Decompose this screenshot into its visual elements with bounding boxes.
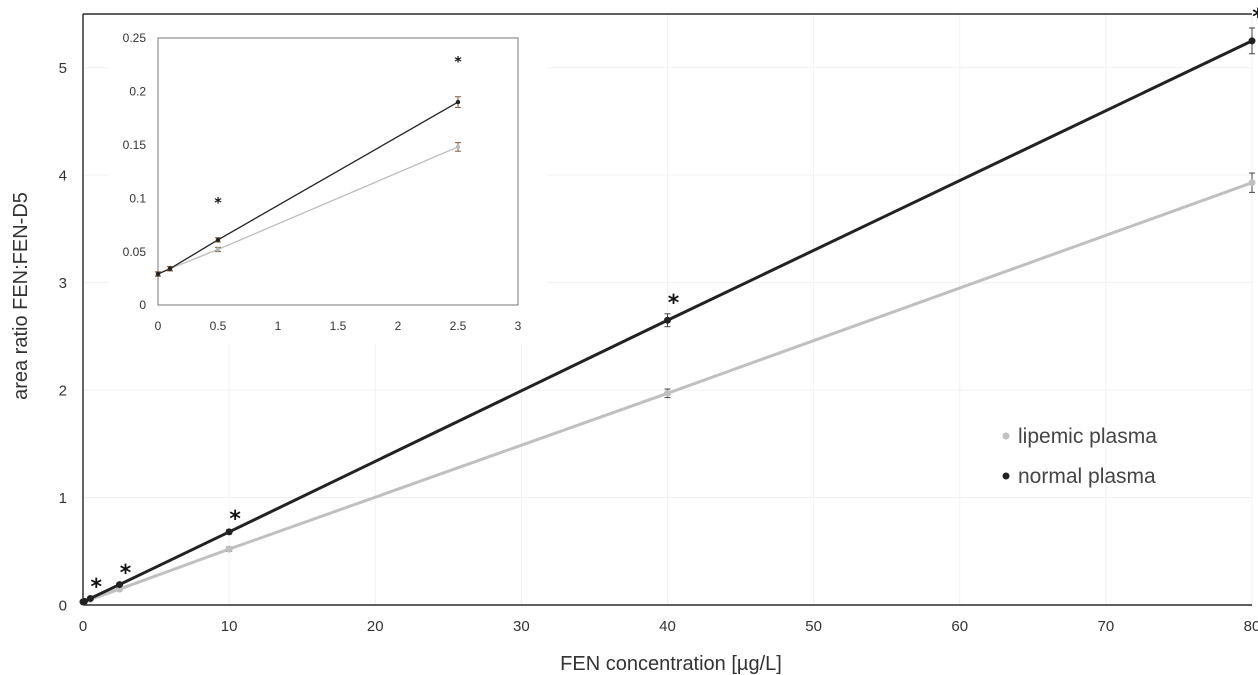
main-data-point (664, 389, 671, 397)
inset-panel (108, 14, 548, 344)
main-x-tick-label: 40 (659, 618, 676, 635)
legend-label-lipemic: lipemic plasma (1018, 425, 1157, 448)
inset-x-tick-label: 1 (275, 319, 282, 333)
inset-y-tick-label: 0.2 (129, 85, 146, 99)
inset-y-tick-label: 0.05 (123, 245, 147, 259)
inset-x-tick-label: 3 (515, 319, 522, 333)
inset-data-point (155, 271, 161, 277)
inset-y-tick-label: 0.15 (123, 138, 147, 152)
main-significance-star: * (229, 507, 241, 532)
main-data-point (664, 316, 671, 324)
main-x-tick-label: 80 (1244, 618, 1258, 635)
main-significance-marks: ***** (91, 5, 1258, 600)
main-y-tick-label: 1 (59, 490, 67, 507)
inset-x-tick-label: 2 (395, 319, 402, 333)
main-data-point (225, 545, 233, 553)
main-y-tick-label: 3 (59, 275, 67, 292)
inset-data-point (455, 144, 461, 150)
main-significance-star: * (91, 575, 103, 600)
inset-x-tick-label: 0.5 (210, 319, 227, 333)
legend-label-normal: normal plasma (1018, 465, 1156, 488)
inset-y-tick-label: 0.1 (129, 191, 146, 205)
main-significance-star: * (668, 291, 680, 316)
inset-frame (157, 37, 519, 306)
main-significance-star: * (1252, 5, 1258, 30)
inset-data-point (167, 266, 173, 271)
y-axis-title: area ratio FEN:FEN-D5 (10, 192, 32, 400)
main-axes (82, 13, 1252, 606)
inset-y-tick-label: 0 (139, 298, 146, 312)
inset-x-tick-label: 0 (155, 319, 162, 333)
main-x-tick-label: 10 (221, 618, 238, 635)
legend-marker-lipemic (1002, 432, 1010, 440)
main-x-tick-label: 60 (951, 618, 968, 635)
inset-y-tick-label: 0.25 (123, 31, 147, 45)
main-y-tick-label: 0 (59, 597, 67, 614)
inset-x-tick-label: 2.5 (450, 319, 467, 333)
inset-significance-star: * (454, 55, 462, 71)
legend: lipemic plasma normal plasma (1002, 425, 1157, 488)
inset-data-point (215, 237, 221, 243)
main-x-tick-label: 20 (367, 618, 384, 635)
inset-significance-marks: ** (214, 55, 462, 212)
main-y-tick-label: 4 (59, 167, 67, 184)
main-data-point (116, 581, 124, 589)
main-x-tick-label: 0 (79, 618, 87, 635)
main-y-tick-label: 2 (59, 382, 67, 399)
inset-series (155, 96, 461, 277)
main-x-tick-label: 30 (513, 618, 530, 635)
inset-axes (157, 37, 519, 306)
main-y-tick-label: 5 (59, 60, 67, 77)
main-series (79, 27, 1256, 606)
inset-data-point (455, 99, 461, 105)
main-significance-star: * (120, 561, 132, 586)
inset-ticks: 0 0.5 1 1.5 2 2.5 3 0 0.05 0.1 0.15 0.2 0.25 (123, 31, 522, 333)
main-data-point (86, 594, 94, 602)
inset-significance-star: * (214, 196, 222, 212)
main-data-point (225, 528, 233, 536)
x-axis-title: FEN concentration [µg/L] (560, 653, 782, 675)
inset-data-point (215, 247, 221, 252)
main-data-point (1248, 37, 1256, 45)
main-data-point (1248, 179, 1256, 187)
main-data-point (80, 597, 88, 605)
legend-marker-normal (1002, 472, 1010, 480)
inset-x-tick-label: 1.5 (330, 319, 347, 333)
main-x-tick-label: 70 (1098, 618, 1115, 635)
main-x-tick-label: 50 (805, 618, 822, 635)
inset-series-line-1 (157, 101, 459, 275)
